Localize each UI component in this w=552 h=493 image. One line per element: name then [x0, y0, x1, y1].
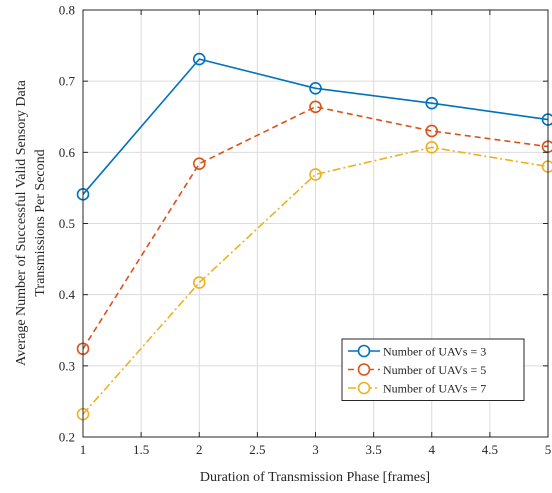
x-tick-label: 4: [429, 442, 436, 457]
x-tick-label: 3.5: [366, 442, 382, 457]
x-tick-label: 2.5: [249, 442, 265, 457]
y-tick-label: 0.4: [59, 287, 76, 302]
x-tick-label: 3: [312, 442, 319, 457]
y-tick-label: 0.8: [59, 3, 75, 18]
legend-marker: [359, 346, 370, 357]
y-tick-label: 0.3: [59, 358, 75, 373]
y-tick-label: 0.7: [59, 74, 76, 89]
y-tick-label: 0.2: [59, 430, 75, 445]
y-tick-label: 0.6: [59, 145, 76, 160]
legend: Number of UAVs = 3 Number of UAVs = 5 Numb…: [342, 339, 524, 401]
x-tick-label: 1.5: [133, 442, 149, 457]
legend-label: Number of UAVs = 3: [383, 344, 486, 358]
x-axis-label: Duration of Transmission Phase [frames]: [200, 470, 430, 485]
y-tick-label: 0.5: [59, 216, 75, 231]
legend-label: Number of UAVs = 7: [383, 381, 486, 395]
legend-marker: [359, 364, 370, 375]
x-tick-label: 2: [196, 442, 203, 457]
x-tick-label: 1: [80, 442, 87, 457]
y-axis-label-line-2: Transmissions Per Second: [33, 149, 48, 296]
legend-marker: [359, 383, 370, 394]
x-tick-label: 4.5: [482, 442, 498, 457]
legend-label: Number of UAVs = 5: [383, 363, 486, 377]
x-tick-label: 5: [545, 442, 552, 457]
y-axis-label-line-1: Average Number of Successful Valid Senso…: [14, 79, 29, 365]
